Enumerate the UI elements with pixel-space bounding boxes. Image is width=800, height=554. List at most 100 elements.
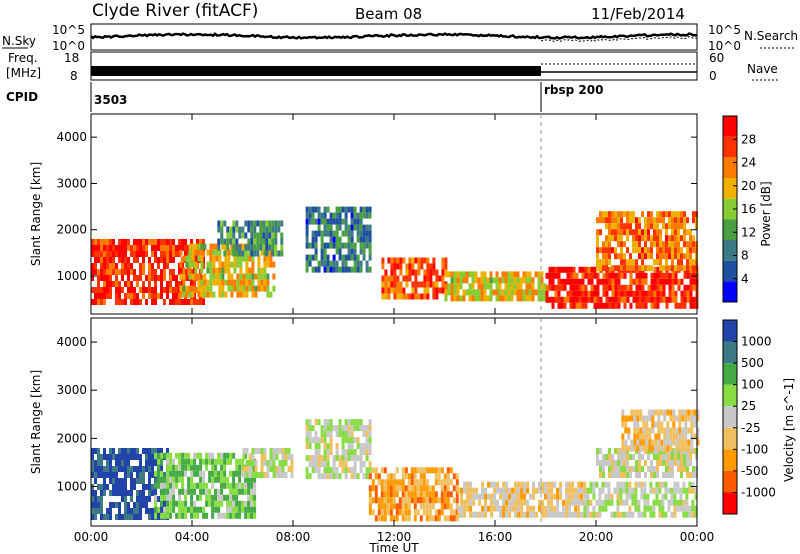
echo-cell bbox=[692, 448, 695, 454]
echo-cell bbox=[402, 287, 406, 294]
echo-cell bbox=[229, 470, 233, 477]
echo-cell bbox=[645, 439, 649, 446]
echo-cell bbox=[277, 226, 281, 233]
echo-cell bbox=[590, 290, 594, 297]
echo-cell bbox=[640, 487, 644, 494]
freq-panel: Freq. [MHz] 18 8 60 0 Nave bbox=[6, 51, 780, 83]
echo-cell bbox=[614, 466, 617, 472]
echo-cell bbox=[205, 512, 209, 519]
echo-cell bbox=[647, 290, 651, 297]
echo-cell bbox=[211, 458, 215, 465]
echo-cell bbox=[619, 499, 623, 506]
echo-cell bbox=[109, 472, 112, 478]
echo-cell bbox=[578, 296, 582, 303]
echo-cell bbox=[490, 505, 494, 512]
echo-cell bbox=[247, 500, 251, 507]
echo-cell bbox=[326, 266, 330, 273]
echo-cell bbox=[251, 267, 255, 274]
echo-cell bbox=[260, 466, 264, 472]
echo-cell bbox=[696, 427, 700, 434]
echo-cell bbox=[389, 515, 393, 522]
echo-cell bbox=[381, 257, 385, 264]
echo-cell bbox=[453, 283, 457, 290]
echo-cell bbox=[268, 226, 272, 233]
echo-cell bbox=[472, 499, 476, 506]
echo-cell bbox=[133, 293, 136, 299]
echo-cell bbox=[209, 267, 213, 274]
echo-cell bbox=[320, 431, 324, 438]
echo-cell bbox=[91, 514, 94, 520]
echo-cell bbox=[94, 490, 97, 496]
echo-cell bbox=[666, 421, 670, 428]
echo-cell bbox=[517, 505, 521, 512]
echo-cell bbox=[459, 277, 463, 284]
echo-cell bbox=[392, 491, 396, 498]
echo-cell bbox=[142, 251, 145, 257]
echo-cell bbox=[239, 285, 243, 292]
echo-cell bbox=[190, 470, 194, 477]
echo-cell bbox=[139, 251, 142, 257]
echo-cell bbox=[94, 472, 97, 478]
echo-cell bbox=[425, 503, 429, 510]
echo-cell bbox=[115, 472, 118, 478]
echo-cell bbox=[475, 511, 479, 518]
echo-cell bbox=[251, 454, 255, 460]
echo-cell bbox=[269, 291, 273, 298]
echo-cell bbox=[475, 493, 479, 500]
echo-cell bbox=[489, 271, 493, 278]
echo-cell bbox=[356, 455, 360, 462]
echo-cell bbox=[474, 277, 478, 284]
echo-cell bbox=[172, 464, 176, 471]
echo-cell bbox=[611, 211, 614, 218]
echo-cell bbox=[435, 269, 439, 276]
echo-cell bbox=[314, 218, 318, 225]
echo-cell bbox=[359, 443, 363, 450]
echo-cell bbox=[263, 448, 267, 454]
echo-cell bbox=[643, 499, 647, 506]
echo-cell bbox=[359, 218, 363, 225]
echo-cell bbox=[133, 478, 136, 484]
echo-cell bbox=[614, 217, 617, 224]
echo-cell bbox=[188, 267, 192, 274]
echo-cell bbox=[148, 448, 151, 454]
nsky-label: N.Sky bbox=[2, 34, 36, 48]
echo-cell bbox=[172, 458, 176, 465]
echo-cell bbox=[404, 491, 408, 498]
echo-cell bbox=[650, 284, 654, 291]
echo-cell bbox=[584, 284, 588, 291]
echo-cell bbox=[641, 302, 645, 309]
echo-cell bbox=[537, 277, 541, 284]
echo-cell bbox=[608, 302, 612, 309]
echo-cell bbox=[320, 248, 324, 255]
echo-cell bbox=[592, 487, 596, 494]
echo-cell bbox=[668, 235, 671, 242]
echo-cell bbox=[625, 493, 629, 500]
echo-cell bbox=[608, 253, 611, 260]
echo-cell bbox=[686, 472, 689, 478]
echo-cell bbox=[203, 273, 207, 280]
echo-cell bbox=[655, 493, 659, 500]
echo-cell bbox=[483, 295, 487, 302]
echo-cell bbox=[269, 460, 273, 466]
echo-cell bbox=[326, 431, 330, 438]
echo-cell bbox=[217, 488, 221, 495]
echo-cell bbox=[350, 425, 354, 432]
echo-cell bbox=[480, 289, 484, 296]
echo-cell bbox=[496, 487, 500, 494]
echo-cell bbox=[635, 272, 639, 279]
echo-cell bbox=[329, 449, 333, 456]
echo-cell bbox=[676, 487, 680, 494]
echo-cell bbox=[97, 293, 100, 299]
echo-cell bbox=[124, 460, 127, 466]
power-ylabel: Slant Range [km] bbox=[29, 162, 43, 266]
echo-cell bbox=[133, 251, 136, 257]
echo-cell bbox=[182, 291, 186, 298]
echo-cell bbox=[136, 275, 139, 281]
echo-cell bbox=[202, 506, 206, 513]
echo-cell bbox=[193, 488, 197, 495]
echo-cell bbox=[471, 283, 475, 290]
echo-cell bbox=[350, 419, 354, 426]
echo-cell bbox=[118, 287, 121, 293]
echo-cell bbox=[689, 278, 693, 285]
echo-cell bbox=[227, 261, 231, 268]
